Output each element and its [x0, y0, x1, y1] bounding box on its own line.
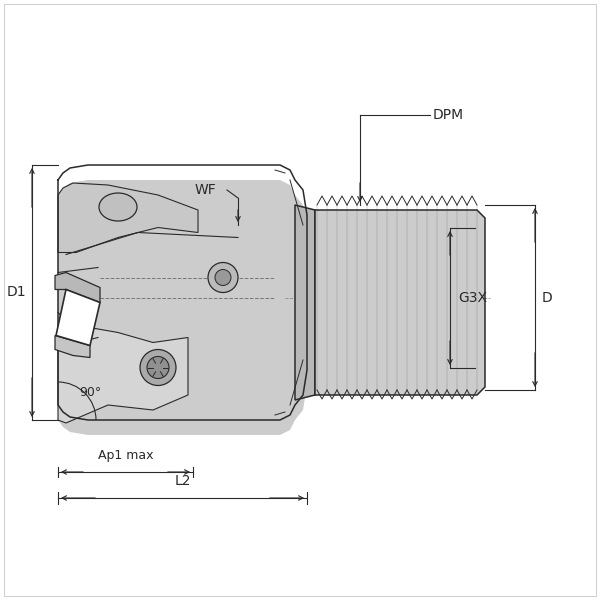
- Ellipse shape: [99, 193, 137, 221]
- Polygon shape: [58, 325, 188, 423]
- Circle shape: [215, 269, 231, 286]
- Text: WF: WF: [194, 183, 216, 197]
- Text: DPM: DPM: [433, 108, 464, 122]
- Polygon shape: [295, 205, 315, 400]
- Polygon shape: [56, 289, 100, 346]
- Text: D1: D1: [7, 286, 26, 299]
- Polygon shape: [55, 272, 100, 302]
- Text: 90°: 90°: [79, 386, 101, 399]
- Text: Ap1 max: Ap1 max: [98, 449, 153, 462]
- Text: D: D: [542, 290, 553, 304]
- Polygon shape: [315, 210, 485, 395]
- Circle shape: [147, 356, 169, 379]
- Polygon shape: [58, 183, 198, 253]
- Polygon shape: [58, 180, 307, 435]
- Text: G3X: G3X: [458, 291, 487, 305]
- Text: L2: L2: [174, 474, 191, 488]
- Circle shape: [140, 349, 176, 385]
- Circle shape: [208, 263, 238, 292]
- Polygon shape: [55, 335, 90, 358]
